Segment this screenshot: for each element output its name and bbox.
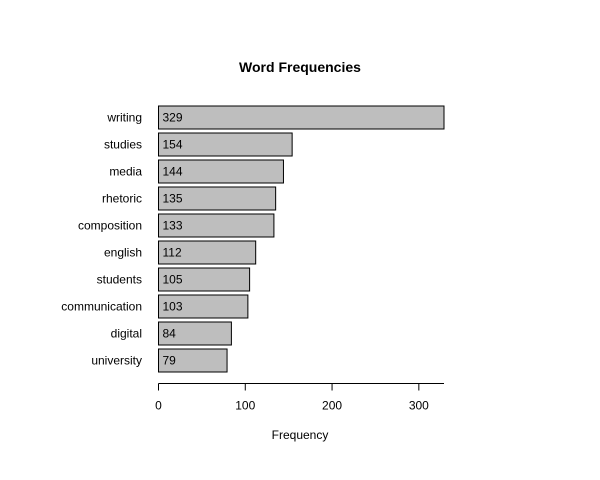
- bar-english: [158, 240, 257, 265]
- x-axis-title: Frequency: [272, 428, 329, 442]
- category-labels-layer: writing studies media rhetoric composition en…: [61, 111, 142, 368]
- value-label-digital: 84: [163, 327, 177, 341]
- bars-layer: [158, 105, 445, 373]
- category-label-university: university: [91, 354, 142, 368]
- bar-studies: [158, 132, 293, 157]
- category-label-composition: composition: [78, 219, 142, 233]
- bar-writing: [158, 105, 445, 130]
- category-label-students: students: [97, 273, 142, 287]
- value-labels-layer: 329 154 144 135 133 112 105 103 84 79: [163, 111, 183, 368]
- value-label-composition: 133: [163, 219, 183, 233]
- chart-title: Word Frequencies: [239, 59, 361, 75]
- value-label-media: 144: [163, 165, 183, 179]
- category-label-rhetoric: rhetoric: [102, 192, 142, 206]
- category-label-digital: digital: [111, 327, 142, 341]
- category-label-studies: studies: [104, 138, 142, 152]
- value-label-rhetoric: 135: [163, 192, 183, 206]
- bar-media: [158, 159, 284, 184]
- bar-university: [158, 348, 228, 373]
- bar-digital: [158, 321, 232, 346]
- bar-composition: [158, 213, 275, 238]
- value-label-students: 105: [163, 273, 183, 287]
- value-label-communication: 103: [163, 300, 183, 314]
- bar-rhetoric: [158, 186, 277, 211]
- category-label-communication: communication: [61, 300, 142, 314]
- value-label-writing: 329: [163, 111, 183, 125]
- bar-students: [158, 267, 251, 292]
- value-label-university: 79: [163, 354, 177, 368]
- x-tick-label-100: 100: [235, 399, 255, 413]
- value-label-studies: 154: [163, 138, 183, 152]
- x-tick-label-300: 300: [409, 399, 429, 413]
- bar-communication: [158, 294, 249, 319]
- x-tick-label-200: 200: [322, 399, 342, 413]
- category-label-english: english: [104, 246, 142, 260]
- value-label-english: 112: [163, 246, 182, 260]
- x-tick-label-0: 0: [155, 399, 162, 413]
- category-label-media: media: [109, 165, 142, 179]
- category-label-writing: writing: [106, 111, 142, 125]
- x-axis: 0 100 200 300: [155, 383, 444, 413]
